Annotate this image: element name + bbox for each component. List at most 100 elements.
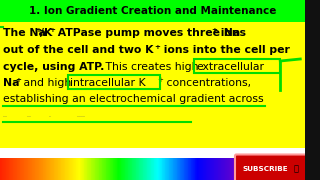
FancyBboxPatch shape: [17, 158, 19, 180]
Text: +: +: [157, 76, 163, 82]
FancyBboxPatch shape: [42, 158, 43, 180]
FancyBboxPatch shape: [136, 158, 137, 180]
FancyBboxPatch shape: [188, 158, 190, 180]
FancyBboxPatch shape: [127, 158, 128, 180]
Text: cycle, using ATP.: cycle, using ATP.: [3, 62, 104, 72]
FancyBboxPatch shape: [58, 158, 59, 180]
FancyBboxPatch shape: [68, 158, 69, 180]
FancyBboxPatch shape: [68, 158, 70, 180]
FancyBboxPatch shape: [168, 158, 169, 180]
FancyBboxPatch shape: [182, 158, 183, 180]
FancyBboxPatch shape: [126, 158, 127, 180]
FancyBboxPatch shape: [214, 158, 216, 180]
FancyBboxPatch shape: [123, 158, 124, 180]
FancyBboxPatch shape: [203, 158, 204, 180]
FancyBboxPatch shape: [223, 158, 224, 180]
FancyBboxPatch shape: [52, 158, 53, 180]
FancyBboxPatch shape: [220, 158, 221, 180]
FancyBboxPatch shape: [6, 158, 8, 180]
FancyBboxPatch shape: [67, 158, 68, 180]
FancyBboxPatch shape: [26, 158, 27, 180]
Text: out of the cell and two K: out of the cell and two K: [3, 45, 153, 55]
FancyBboxPatch shape: [147, 158, 148, 180]
FancyBboxPatch shape: [201, 158, 202, 180]
FancyBboxPatch shape: [213, 158, 214, 180]
FancyBboxPatch shape: [5, 158, 7, 180]
FancyBboxPatch shape: [32, 158, 33, 180]
FancyBboxPatch shape: [177, 158, 178, 180]
FancyBboxPatch shape: [156, 158, 157, 180]
FancyBboxPatch shape: [69, 158, 71, 180]
FancyBboxPatch shape: [132, 158, 133, 180]
FancyBboxPatch shape: [150, 158, 151, 180]
FancyBboxPatch shape: [213, 158, 215, 180]
FancyBboxPatch shape: [8, 158, 9, 180]
FancyBboxPatch shape: [100, 158, 101, 180]
FancyBboxPatch shape: [165, 158, 167, 180]
FancyBboxPatch shape: [86, 158, 87, 180]
FancyBboxPatch shape: [59, 158, 60, 180]
FancyBboxPatch shape: [64, 158, 65, 180]
FancyBboxPatch shape: [32, 158, 34, 180]
FancyBboxPatch shape: [83, 158, 84, 180]
FancyBboxPatch shape: [128, 158, 130, 180]
Text: +: +: [155, 44, 160, 50]
FancyBboxPatch shape: [12, 158, 13, 180]
FancyBboxPatch shape: [153, 158, 154, 180]
FancyBboxPatch shape: [175, 158, 176, 180]
FancyBboxPatch shape: [20, 158, 22, 180]
FancyBboxPatch shape: [31, 158, 32, 180]
FancyBboxPatch shape: [128, 158, 129, 180]
FancyBboxPatch shape: [166, 158, 168, 180]
FancyBboxPatch shape: [143, 158, 145, 180]
FancyBboxPatch shape: [160, 158, 161, 180]
FancyBboxPatch shape: [85, 158, 86, 180]
FancyBboxPatch shape: [84, 158, 85, 180]
FancyBboxPatch shape: [236, 158, 237, 180]
FancyBboxPatch shape: [164, 158, 165, 180]
FancyBboxPatch shape: [141, 158, 142, 180]
FancyBboxPatch shape: [121, 158, 123, 180]
Text: +: +: [35, 26, 41, 33]
FancyBboxPatch shape: [0, 0, 305, 22]
FancyBboxPatch shape: [3, 158, 4, 180]
FancyBboxPatch shape: [132, 158, 134, 180]
FancyBboxPatch shape: [65, 158, 67, 180]
FancyBboxPatch shape: [102, 158, 103, 180]
FancyBboxPatch shape: [176, 158, 177, 180]
Text: ions: ions: [217, 28, 246, 38]
FancyBboxPatch shape: [185, 158, 187, 180]
FancyBboxPatch shape: [10, 158, 12, 180]
FancyBboxPatch shape: [58, 158, 60, 180]
FancyBboxPatch shape: [138, 158, 139, 180]
FancyBboxPatch shape: [225, 158, 227, 180]
Text: establishing an electrochemical gradient across: establishing an electrochemical gradient…: [3, 94, 263, 104]
FancyBboxPatch shape: [190, 158, 191, 180]
FancyBboxPatch shape: [105, 158, 106, 180]
FancyBboxPatch shape: [29, 158, 30, 180]
FancyBboxPatch shape: [104, 158, 105, 180]
FancyBboxPatch shape: [189, 158, 190, 180]
FancyBboxPatch shape: [202, 158, 203, 180]
FancyBboxPatch shape: [12, 158, 14, 180]
FancyBboxPatch shape: [221, 158, 223, 180]
FancyBboxPatch shape: [62, 158, 64, 180]
FancyBboxPatch shape: [159, 158, 160, 180]
FancyBboxPatch shape: [28, 158, 30, 180]
FancyBboxPatch shape: [157, 158, 158, 180]
FancyBboxPatch shape: [224, 158, 225, 180]
FancyBboxPatch shape: [140, 158, 141, 180]
FancyBboxPatch shape: [134, 158, 135, 180]
FancyBboxPatch shape: [91, 158, 92, 180]
FancyBboxPatch shape: [2, 158, 4, 180]
FancyBboxPatch shape: [172, 158, 174, 180]
FancyBboxPatch shape: [20, 158, 21, 180]
FancyBboxPatch shape: [9, 158, 10, 180]
FancyBboxPatch shape: [165, 158, 166, 180]
FancyBboxPatch shape: [92, 158, 93, 180]
FancyBboxPatch shape: [43, 158, 44, 180]
FancyBboxPatch shape: [21, 158, 22, 180]
FancyBboxPatch shape: [144, 158, 146, 180]
FancyBboxPatch shape: [101, 158, 102, 180]
FancyBboxPatch shape: [7, 158, 8, 180]
